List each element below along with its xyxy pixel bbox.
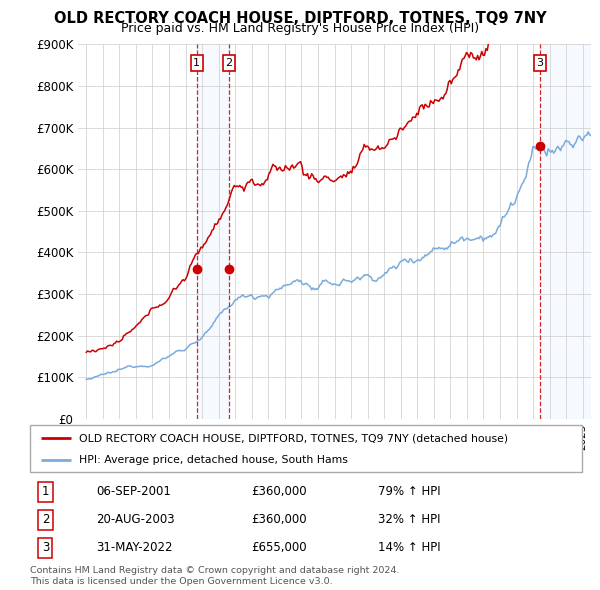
- Text: OLD RECTORY COACH HOUSE, DIPTFORD, TOTNES, TQ9 7NY (detached house): OLD RECTORY COACH HOUSE, DIPTFORD, TOTNE…: [79, 433, 508, 443]
- Text: 3: 3: [536, 58, 544, 68]
- Text: 1: 1: [193, 58, 200, 68]
- Text: OLD RECTORY COACH HOUSE, DIPTFORD, TOTNES, TQ9 7NY: OLD RECTORY COACH HOUSE, DIPTFORD, TOTNE…: [53, 11, 547, 25]
- Text: Contains HM Land Registry data © Crown copyright and database right 2024.
This d: Contains HM Land Registry data © Crown c…: [30, 566, 400, 586]
- Text: 32% ↑ HPI: 32% ↑ HPI: [378, 513, 440, 526]
- Text: 31-MAY-2022: 31-MAY-2022: [96, 541, 173, 554]
- Bar: [540, 44, 591, 419]
- Text: 1: 1: [42, 486, 49, 499]
- Bar: [197, 44, 229, 419]
- Text: 20-AUG-2003: 20-AUG-2003: [96, 513, 175, 526]
- Text: £360,000: £360,000: [251, 486, 307, 499]
- Text: 3: 3: [42, 541, 49, 554]
- Text: 2: 2: [42, 513, 49, 526]
- Text: Price paid vs. HM Land Registry's House Price Index (HPI): Price paid vs. HM Land Registry's House …: [121, 22, 479, 35]
- Text: £655,000: £655,000: [251, 541, 307, 554]
- Text: 06-SEP-2001: 06-SEP-2001: [96, 486, 171, 499]
- Text: £360,000: £360,000: [251, 513, 307, 526]
- FancyBboxPatch shape: [30, 425, 582, 472]
- Text: HPI: Average price, detached house, South Hams: HPI: Average price, detached house, Sout…: [79, 455, 347, 465]
- Text: 2: 2: [226, 58, 233, 68]
- Text: 79% ↑ HPI: 79% ↑ HPI: [378, 486, 440, 499]
- Text: 14% ↑ HPI: 14% ↑ HPI: [378, 541, 440, 554]
